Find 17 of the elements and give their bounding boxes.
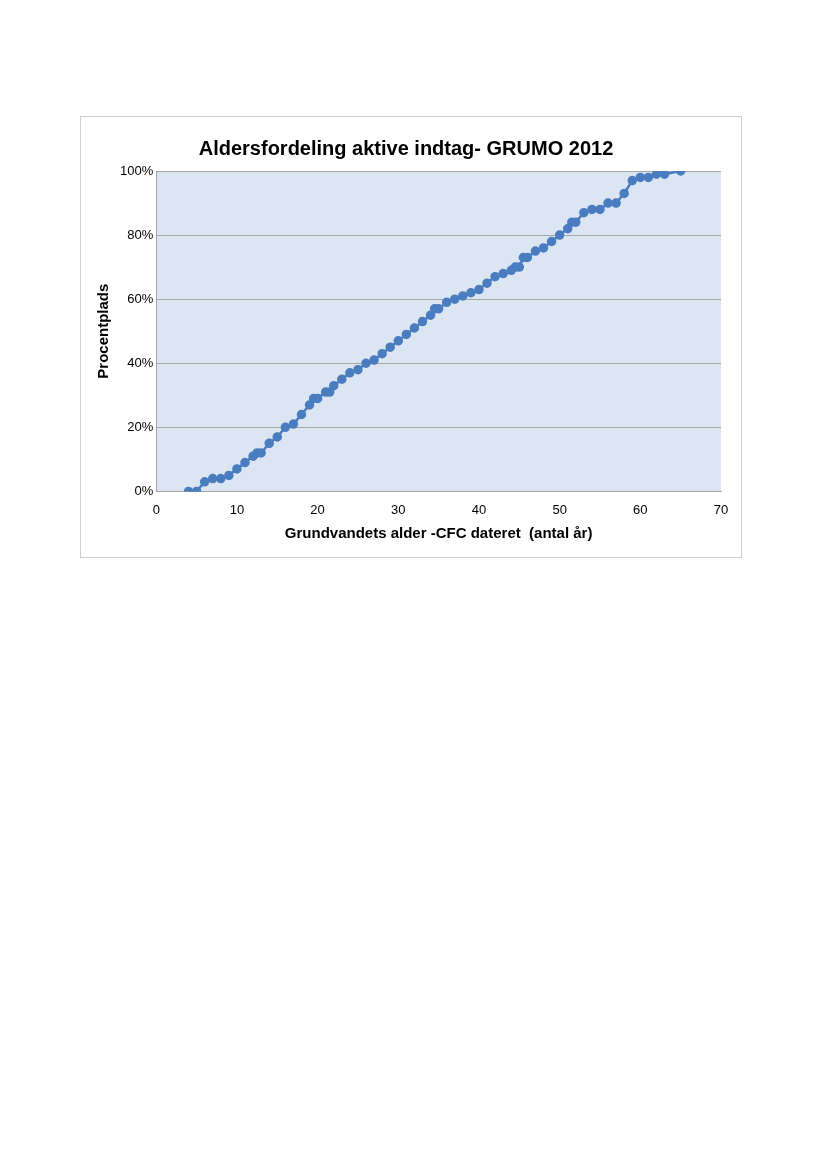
x-tick-label: 10 <box>229 501 245 517</box>
y-tick-label: 60% <box>127 290 154 306</box>
y-tick-label: 40% <box>127 354 154 370</box>
x-tick-label: 60 <box>633 501 648 517</box>
x-tick-label: 50 <box>552 501 567 517</box>
y-tick-label: 80% <box>127 226 154 242</box>
chart-title: Aldersfordeling aktive indtag- GRUMO 2012 <box>198 136 614 159</box>
x-tick-label: 0 <box>152 501 160 517</box>
x-tick-label: 40 <box>471 501 487 517</box>
x-tick-label: 70 <box>713 501 729 517</box>
x-tick-label: 20 <box>310 501 325 517</box>
y-tick-label: 20% <box>127 418 154 434</box>
y-tick-label: 0% <box>134 482 154 498</box>
x-axis-title: Grundvandets alder -CFC dateret (antal år) <box>284 524 593 542</box>
y-axis-title: Procentplads <box>94 283 112 379</box>
y-tick-label: 100% <box>120 162 154 178</box>
x-tick-label: 30 <box>391 501 406 517</box>
